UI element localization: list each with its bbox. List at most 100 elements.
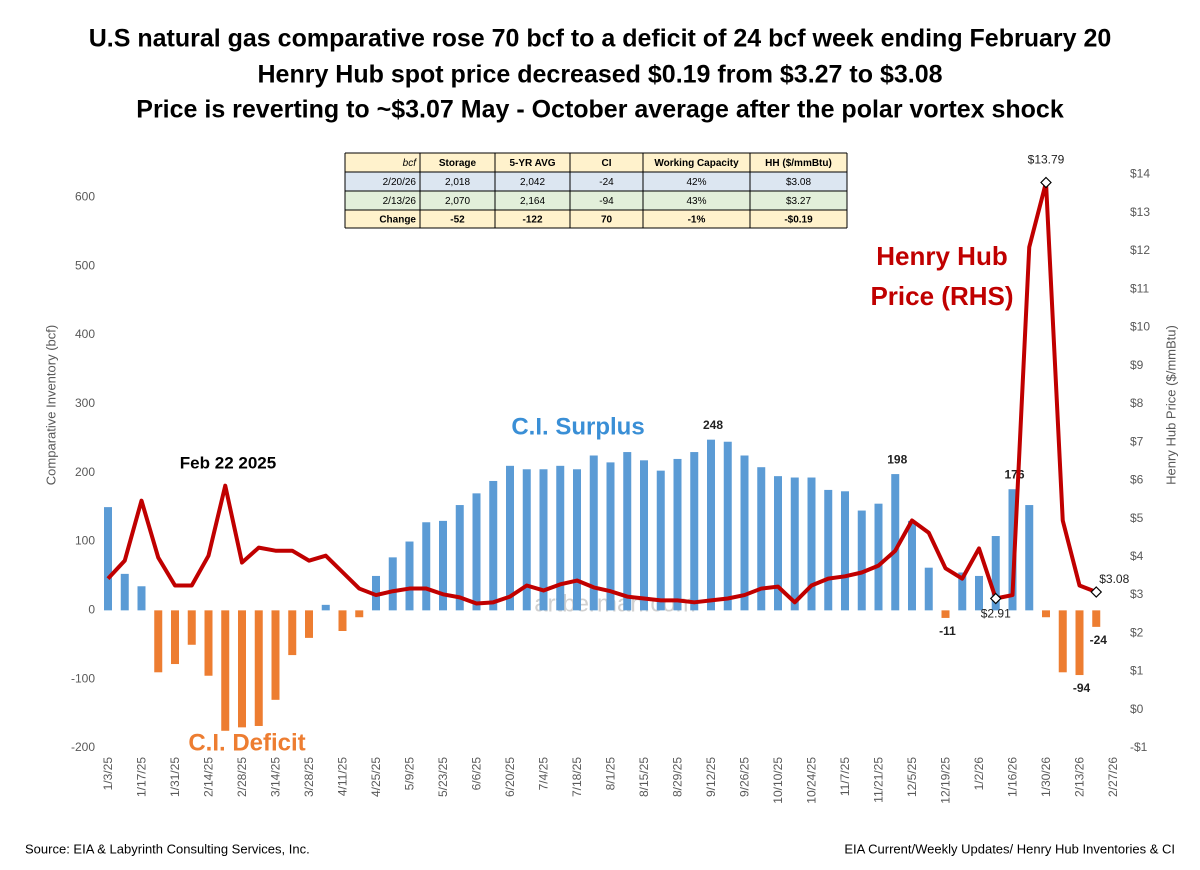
table-cell: -52 xyxy=(450,215,465,226)
bar xyxy=(774,476,782,611)
table-cell: -122 xyxy=(522,215,542,226)
chart-subtitle: Henry Hub spot price decreased $0.19 fro… xyxy=(257,61,942,89)
x-tick-label: 10/10/25 xyxy=(771,757,785,804)
bar xyxy=(1008,489,1017,611)
y-tick-label: 0 xyxy=(88,603,95,617)
annotation: Price (RHS) xyxy=(870,281,1013,311)
bar xyxy=(405,541,414,611)
x-tick-label: 9/12/25 xyxy=(704,757,718,797)
y2-tick-label: $6 xyxy=(1130,473,1144,487)
y-axis-title: Comparative Inventory (bcf) xyxy=(43,325,58,485)
bar xyxy=(690,452,699,611)
bar xyxy=(455,505,464,611)
bar xyxy=(1075,610,1084,676)
table-cell: $3.08 xyxy=(786,177,811,188)
bar xyxy=(388,557,397,611)
annotation: Henry Hub xyxy=(876,241,1007,271)
table-cell: Working Capacity xyxy=(654,158,739,169)
annotation: Feb 22 2025 xyxy=(180,453,276,472)
x-tick-label: 1/31/25 xyxy=(168,757,182,797)
x-tick-label: 5/9/25 xyxy=(403,757,417,791)
bar xyxy=(271,610,280,700)
x-tick-label: 1/30/26 xyxy=(1039,757,1053,797)
bar xyxy=(489,480,498,611)
y2-tick-label: $8 xyxy=(1130,396,1144,410)
table-cell: 2,018 xyxy=(445,177,470,188)
chart-title: U.S natural gas comparative rose 70 bcf … xyxy=(89,25,1112,53)
bar xyxy=(137,586,146,611)
y-tick-label: 100 xyxy=(75,534,95,548)
bar xyxy=(589,455,598,611)
table-cell: 2/13/26 xyxy=(383,196,417,207)
bar xyxy=(874,503,883,611)
y2-tick-label: -$1 xyxy=(1130,740,1148,754)
table-cell: $3.27 xyxy=(786,196,811,207)
table-cell: 70 xyxy=(601,215,613,226)
bar xyxy=(991,536,1000,611)
table-cell: 2/20/26 xyxy=(383,177,417,188)
x-tick-label: 3/28/25 xyxy=(302,757,316,797)
y2-tick-label: $5 xyxy=(1130,511,1144,525)
x-tick-label: 6/6/25 xyxy=(470,757,484,791)
data-label: $13.79 xyxy=(1028,153,1065,167)
y2-tick-label: $3 xyxy=(1130,587,1144,601)
price-line xyxy=(106,180,1097,606)
bar xyxy=(891,474,900,611)
table-cell: 5-YR AVG xyxy=(509,158,555,169)
bar xyxy=(238,610,246,728)
y2-tick-label: $14 xyxy=(1130,167,1150,181)
table-cell: -$0.19 xyxy=(784,215,813,226)
bar xyxy=(439,520,447,611)
bar xyxy=(506,465,514,611)
y2-tick-label: $4 xyxy=(1130,549,1144,563)
table-cell: 2,070 xyxy=(445,196,470,207)
bar xyxy=(422,522,431,611)
data-label: -94 xyxy=(1073,681,1091,695)
bar xyxy=(757,467,766,611)
y2-tick-label: $1 xyxy=(1130,664,1144,678)
bar xyxy=(1042,610,1050,618)
footnote: EIA Current/Weekly Updates/ Henry Hub In… xyxy=(844,841,1175,856)
table-cell: 43% xyxy=(686,196,706,207)
x-tick-label: 4/11/25 xyxy=(336,757,350,796)
x-tick-label: 7/4/25 xyxy=(537,757,551,791)
table-cell: 2,164 xyxy=(520,196,545,207)
y-tick-label: 300 xyxy=(75,396,95,410)
x-tick-label: 2/14/25 xyxy=(202,757,216,797)
annotation: C.I. Deficit xyxy=(188,729,305,756)
bar xyxy=(723,441,732,611)
bar xyxy=(841,491,849,611)
table-row xyxy=(345,210,847,228)
x-tick-label: 11/7/25 xyxy=(838,757,852,796)
x-tick-label: 6/20/25 xyxy=(503,757,517,797)
y2-tick-label: $2 xyxy=(1130,625,1144,639)
bar xyxy=(472,493,481,611)
y-tick-label: -100 xyxy=(71,671,95,685)
bar xyxy=(640,460,648,611)
bar xyxy=(355,610,364,618)
table-cell: 2,042 xyxy=(520,177,545,188)
x-tick-label: 10/24/25 xyxy=(805,757,819,804)
bar xyxy=(221,610,230,731)
data-label: $2.91 xyxy=(981,607,1011,621)
data-label: $3.08 xyxy=(1099,572,1129,586)
bar xyxy=(623,452,632,611)
x-tick-label: 1/2/26 xyxy=(972,757,986,791)
bar xyxy=(321,604,330,611)
x-tick-label: 11/21/25 xyxy=(872,757,886,803)
data-table: bcf Storage 5-YR AVG CI Working Capacity HH (… xyxy=(344,152,848,229)
x-tick-label: 8/1/25 xyxy=(604,757,618,791)
bar xyxy=(254,610,263,726)
bar xyxy=(673,458,682,611)
x-tick-label: 2/27/26 xyxy=(1106,757,1120,797)
table-cell: 42% xyxy=(686,177,706,188)
bar xyxy=(187,610,196,645)
y2-tick-label: $11 xyxy=(1130,281,1149,295)
bar xyxy=(807,477,816,611)
table-cell: Storage xyxy=(439,158,477,169)
x-tick-label: 12/5/25 xyxy=(905,757,919,797)
table-row xyxy=(345,191,847,210)
bar xyxy=(573,469,581,611)
price-marker xyxy=(989,592,1002,605)
